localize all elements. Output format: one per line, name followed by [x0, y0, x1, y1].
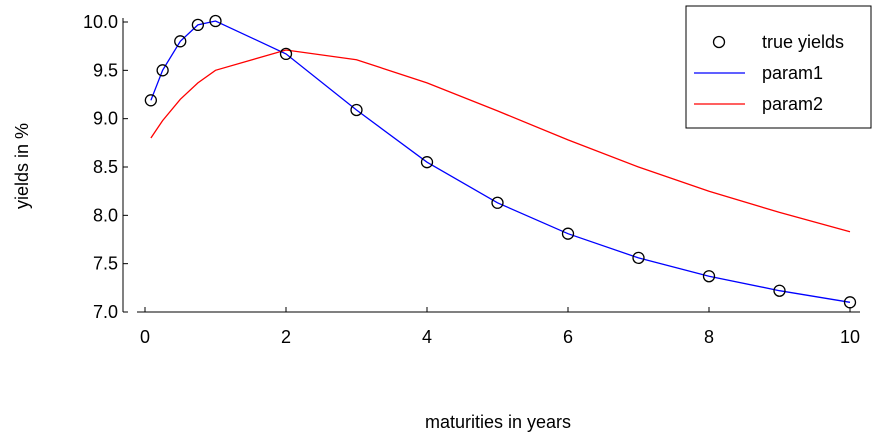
- data-point-true yields: [773, 284, 786, 297]
- plot-area: [144, 14, 857, 309]
- y-tick-label: 9.0: [93, 109, 118, 129]
- data-point-true yields: [174, 35, 187, 48]
- data-point-true yields: [632, 251, 645, 265]
- series-line-param1: [150, 20, 851, 303]
- data-point-true yields: [279, 47, 293, 61]
- x-axis-label: maturities in years: [425, 412, 571, 432]
- data-point-true yields: [209, 14, 222, 28]
- legend: true yields param1 param2: [685, 5, 872, 129]
- data-point-true yields: [156, 64, 169, 77]
- data-point-true yields: [350, 103, 363, 117]
- data-point-true yields: [843, 296, 857, 309]
- y-axis-label: yields in %: [12, 123, 32, 209]
- axes: 7.0 7.5 8.0 8.5 9.0 9.5 10.0 0 2 4 6 8 10: [83, 12, 860, 347]
- data-point-true yields: [191, 18, 205, 32]
- data-point-true yields: [561, 227, 575, 240]
- data-point-true yields: [491, 196, 504, 209]
- y-tick-label: 9.5: [93, 60, 118, 80]
- data-point-true yields: [702, 270, 716, 283]
- x-tick-label: 2: [281, 327, 291, 347]
- legend-label: param1: [762, 63, 823, 83]
- y-tick-label: 7.0: [93, 302, 118, 322]
- data-point-true yields: [144, 94, 158, 107]
- x-tick-label: 0: [140, 327, 150, 347]
- legend-label: param2: [762, 94, 823, 114]
- legend-label: true yields: [762, 32, 844, 52]
- y-tick-label: 10.0: [83, 12, 118, 32]
- y-tick-label: 8.0: [93, 205, 118, 225]
- legend-box: [685, 5, 872, 129]
- x-tick-label: 6: [563, 327, 573, 347]
- x-tick-label: 10: [840, 327, 860, 347]
- x-tick-label: 8: [704, 327, 714, 347]
- data-point-true yields: [420, 156, 434, 169]
- y-tick-label: 7.5: [93, 254, 118, 274]
- x-tick-label: 4: [422, 327, 432, 347]
- legend-marker-true yields: [712, 35, 726, 49]
- series-line-param2: [150, 49, 851, 233]
- y-tick-label: 8.5: [93, 157, 118, 177]
